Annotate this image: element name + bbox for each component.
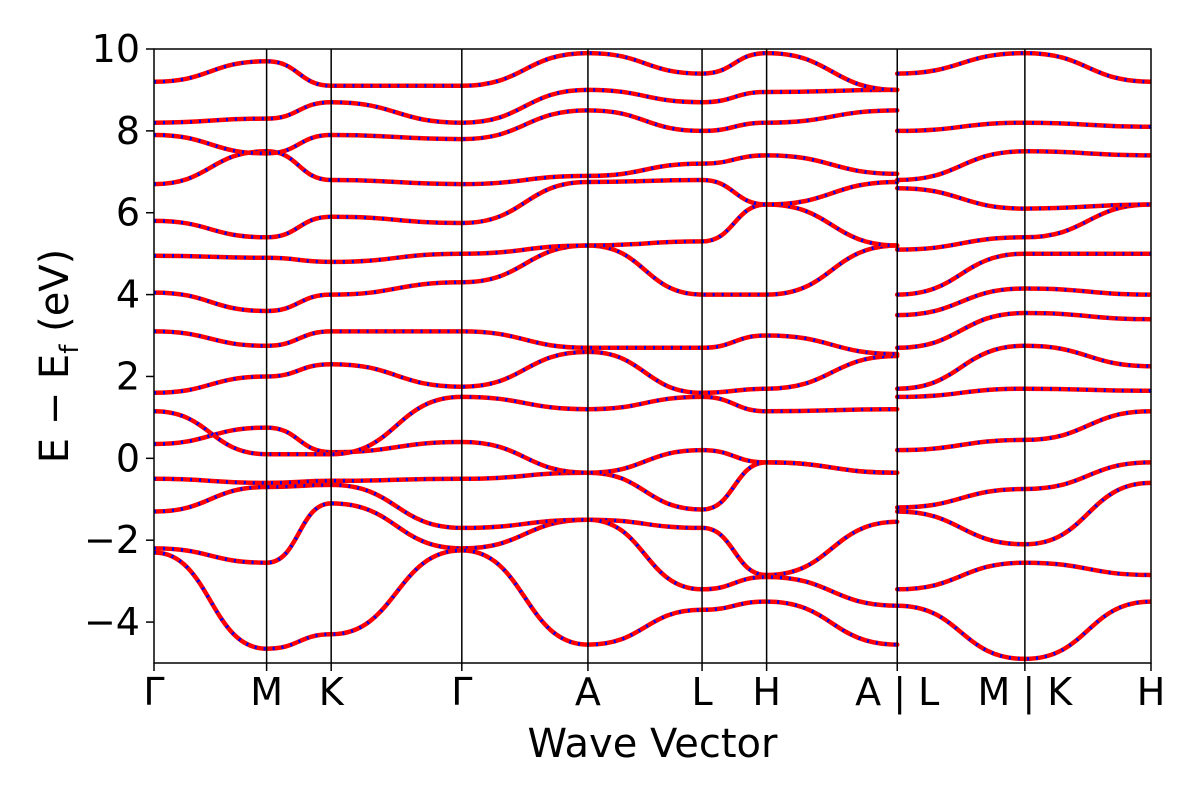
band-line-blue-1 [154, 548, 898, 651]
band-line-blue-3 [154, 460, 898, 512]
x-axis-label: Wave Vector [528, 721, 779, 767]
y-axis-label: E − Ef (eV) [32, 249, 85, 464]
y-tick-label: −2 [84, 518, 140, 562]
band-line-red-19 [894, 409, 1151, 453]
bands-layer [154, 50, 1151, 662]
band-line-red-18 [894, 460, 1151, 510]
band-line-blue-16 [897, 599, 1151, 661]
y-tick-label: 4 [116, 273, 140, 317]
x-tick-label: Γ [451, 670, 472, 714]
y-axis-label-main: E − E [32, 354, 78, 464]
band-line-red-17 [894, 480, 1151, 547]
segment-boundaries [265, 49, 1026, 663]
y-tick-label: 2 [116, 354, 140, 398]
y-tick-label: 10 [92, 27, 140, 71]
band-line-blue-29 [897, 51, 1151, 84]
band-line-red-16 [894, 599, 1151, 662]
x-tick-label: L [691, 670, 712, 714]
band-line-red-8 [154, 243, 900, 314]
band-line-red-9 [154, 202, 900, 265]
band-line-red-10 [154, 177, 900, 240]
band-line-blue-2 [154, 483, 898, 608]
band-line-blue-25 [897, 202, 1151, 252]
x-tick-label: A | L [855, 670, 939, 715]
band-line-blue-8 [154, 243, 898, 313]
band-line-red-12 [154, 108, 900, 156]
band-line-red-26 [894, 185, 1151, 211]
y-axis-label-unit: (eV) [32, 249, 78, 345]
band-line-blue-17 [897, 481, 1151, 547]
band-line-red-22 [894, 310, 1151, 351]
band-line-red-0 [154, 501, 900, 578]
band-line-blue-18 [897, 460, 1151, 510]
y-axis-label-sub: f [55, 344, 85, 354]
y-tick-label: 6 [116, 191, 140, 235]
band-line-red-21 [894, 343, 1151, 391]
band-line-blue-9 [154, 202, 898, 264]
band-line-red-27 [894, 149, 1151, 183]
x-tick-label: M | K [978, 670, 1074, 715]
band-line-red-15 [894, 560, 1151, 592]
band-line-red-25 [894, 202, 1151, 252]
x-tick-label: K [319, 670, 345, 714]
x-tick-label: A [575, 670, 601, 714]
band-line-blue-10 [154, 178, 898, 240]
y-tick-label: 0 [116, 436, 140, 480]
band-line-red-29 [894, 50, 1151, 84]
y-axis: −4 −2 0 2 4 6 8 10 [84, 27, 154, 644]
band-line-red-14 [154, 50, 900, 93]
band-line-red-2 [154, 482, 900, 608]
x-tick-label: H [752, 670, 781, 714]
band-line-red-7 [154, 329, 900, 357]
y-tick-label: 8 [116, 109, 140, 153]
plot-frame [153, 48, 1152, 664]
x-tick-label: Γ [143, 670, 164, 714]
y-tick-label: −4 [84, 600, 140, 644]
band-line-blue-13 [154, 88, 898, 125]
x-tick-label: H [1137, 670, 1166, 714]
band-line-blue-19 [897, 409, 1151, 452]
x-tick-label: M [250, 670, 283, 714]
band-line-red-4 [154, 425, 900, 475]
band-line-red-6 [154, 349, 900, 396]
band-line-blue-4 [154, 425, 898, 475]
